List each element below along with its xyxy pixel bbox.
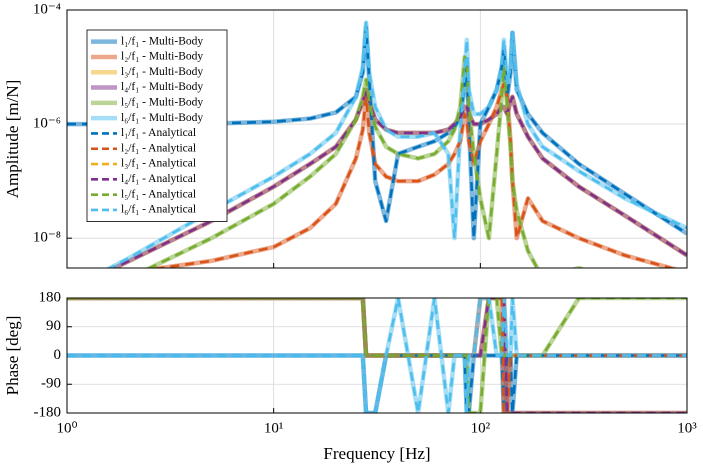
legend: l₁/f₁ - Multi-Body l₂/f₁ - Multi-Body l₃/f…	[86, 29, 228, 223]
y-axis-label: Phase [deg]	[3, 316, 22, 396]
legend-label: l₄/f₁ - Multi-Body	[121, 81, 203, 93]
legend-label: l₃/f₁ - Multi-Body	[121, 66, 203, 78]
series-line	[107, 21, 687, 268]
x-tick-label: 10¹	[264, 420, 284, 436]
axes-box	[66, 297, 688, 414]
x-tick-label: 10³	[677, 420, 697, 436]
x-tick-label: 10⁰	[56, 420, 77, 436]
legend-label: l₅/f₁ - Analytical	[121, 188, 196, 200]
x-axis-label: Frequency [Hz]	[323, 444, 430, 463]
y-tick-label: 10⁻⁴	[33, 1, 61, 17]
legend-label: l₅/f₁ - Multi-Body	[121, 96, 203, 108]
plot-area	[67, 20, 687, 268]
plot-area	[67, 298, 687, 413]
legend-label: l₂/f₁ - Multi-Body	[121, 51, 203, 63]
y-tick-label: -180	[34, 404, 62, 420]
legend-label: l₄/f₁ - Analytical	[121, 173, 196, 185]
legend-box	[86, 29, 228, 223]
y-tick-label: 0	[54, 347, 62, 363]
legend-label: l₁/f₁ - Multi-Body	[121, 35, 203, 47]
x-tick-label: 10²	[471, 420, 491, 436]
legend-label: l₁/f₁ - Analytical	[121, 127, 196, 139]
y-tick-label: 180	[39, 289, 62, 305]
legend-label: l₂/f₁ - Analytical	[121, 142, 196, 154]
y-tick-label: -90	[41, 376, 61, 392]
y-tick-label: 10⁻⁸	[33, 230, 61, 246]
legend-label: l₃/f₁ - Analytical	[121, 158, 196, 170]
axes-box	[66, 9, 688, 269]
legend-label: l₆/f₁ - Multi-Body	[121, 112, 203, 124]
legend-label: l₆/f₁ - Analytical	[121, 204, 196, 216]
y-axis-label: Amplitude [m/N]	[3, 80, 22, 199]
y-tick-label: 90	[46, 318, 61, 334]
y-tick-label: 10⁻⁶	[33, 116, 61, 132]
series-line	[67, 298, 687, 413]
